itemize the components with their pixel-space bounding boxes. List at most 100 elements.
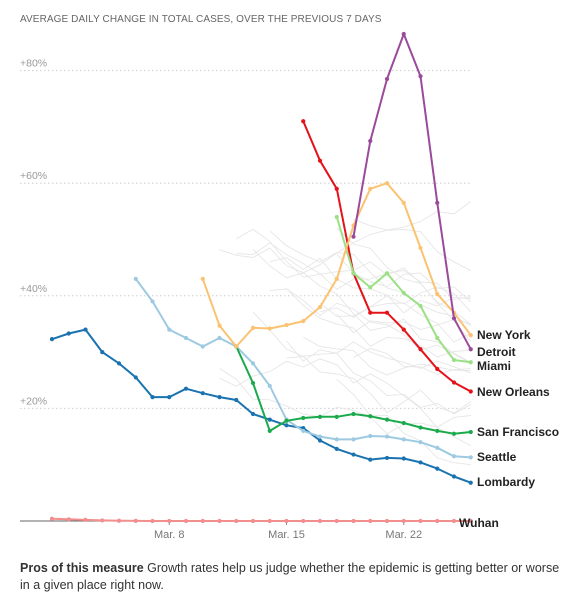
data-point xyxy=(49,337,55,342)
series-wuhan xyxy=(49,516,473,524)
background-line xyxy=(336,313,471,334)
series-label-san-francisco: San Francisco xyxy=(477,425,559,439)
data-point xyxy=(468,455,473,460)
data-point xyxy=(351,234,356,239)
data-point xyxy=(451,380,457,385)
data-point xyxy=(451,431,457,436)
background-line xyxy=(252,311,471,374)
data-point xyxy=(250,380,256,386)
data-point xyxy=(217,395,222,400)
caption: Pros of this measure Growth rates help u… xyxy=(20,560,568,594)
data-point xyxy=(267,428,272,434)
data-point xyxy=(100,518,105,523)
data-point xyxy=(116,361,122,366)
data-point xyxy=(418,74,423,79)
data-point xyxy=(401,518,406,524)
data-point xyxy=(301,518,306,524)
series-label-detroit: Detroit xyxy=(477,345,516,359)
x-axis-ticks: Mar. 8 Mar. 15 Mar. 22 xyxy=(154,521,422,541)
data-point xyxy=(334,186,339,191)
data-point xyxy=(133,276,138,282)
background-line xyxy=(319,302,472,343)
data-point xyxy=(167,518,172,524)
data-point xyxy=(384,181,390,186)
background-line xyxy=(236,242,471,301)
x-tick-label: Mar. 8 xyxy=(154,529,185,541)
data-point xyxy=(133,518,138,523)
data-point xyxy=(100,350,105,355)
data-point xyxy=(200,344,205,349)
data-point xyxy=(435,200,440,206)
data-point xyxy=(250,325,256,330)
data-point xyxy=(435,445,440,450)
data-point xyxy=(284,322,289,328)
data-point xyxy=(334,446,339,452)
data-point xyxy=(384,518,390,524)
y-tick-label: +80% xyxy=(20,58,47,70)
data-point xyxy=(468,429,473,435)
data-point xyxy=(150,299,155,304)
data-point xyxy=(401,200,406,206)
data-point xyxy=(401,290,406,296)
background-line xyxy=(353,347,471,375)
background-line xyxy=(303,336,471,376)
series-line xyxy=(352,33,472,350)
caption-bold: Pros of this measure xyxy=(20,561,144,575)
background-line xyxy=(269,288,472,364)
background-line xyxy=(219,247,472,363)
data-point xyxy=(301,119,306,124)
data-point xyxy=(435,518,440,524)
series-group xyxy=(49,31,473,524)
data-point xyxy=(435,466,440,471)
data-point xyxy=(301,415,306,421)
data-point xyxy=(317,434,323,439)
data-point xyxy=(401,327,406,332)
y-tick-label: +40% xyxy=(20,283,47,295)
data-point xyxy=(384,455,390,461)
data-point xyxy=(435,366,440,372)
data-point xyxy=(334,437,339,442)
data-point xyxy=(401,437,406,442)
data-point xyxy=(183,386,189,391)
data-point xyxy=(351,437,356,442)
data-point xyxy=(401,420,406,426)
data-point xyxy=(284,518,289,524)
background-line xyxy=(252,229,472,279)
series-san-francisco xyxy=(234,344,473,436)
data-point xyxy=(217,518,222,524)
data-point xyxy=(468,360,473,365)
series-label-wuhan: Wuhan xyxy=(459,516,499,530)
data-point xyxy=(451,474,457,479)
data-point xyxy=(200,276,205,282)
background-line xyxy=(286,355,472,414)
data-point xyxy=(368,414,373,419)
background-line xyxy=(219,368,471,435)
series-miami xyxy=(334,214,473,365)
data-point xyxy=(468,347,473,352)
data-point xyxy=(66,517,71,522)
data-point xyxy=(267,518,272,524)
chart: AVERAGE DAILY CHANGE IN TOTAL CASES, OVE… xyxy=(20,14,559,541)
series-label-seattle: Seattle xyxy=(477,450,517,464)
data-point xyxy=(368,518,373,524)
background-line xyxy=(319,286,472,317)
data-point xyxy=(401,31,406,37)
data-point xyxy=(384,76,390,82)
series-new-orleans xyxy=(301,119,473,394)
background-line xyxy=(336,253,472,303)
background-line xyxy=(336,378,471,466)
data-point xyxy=(83,517,88,522)
data-point xyxy=(250,361,256,366)
data-point xyxy=(384,434,390,439)
series-line xyxy=(201,182,472,348)
data-point xyxy=(200,391,205,396)
data-point xyxy=(418,460,423,465)
data-point xyxy=(368,310,373,315)
data-point xyxy=(435,335,440,341)
data-point xyxy=(150,395,155,400)
data-point xyxy=(167,395,172,400)
data-point xyxy=(384,271,390,276)
data-point xyxy=(418,440,423,445)
data-point xyxy=(284,423,289,428)
data-point xyxy=(468,518,473,524)
